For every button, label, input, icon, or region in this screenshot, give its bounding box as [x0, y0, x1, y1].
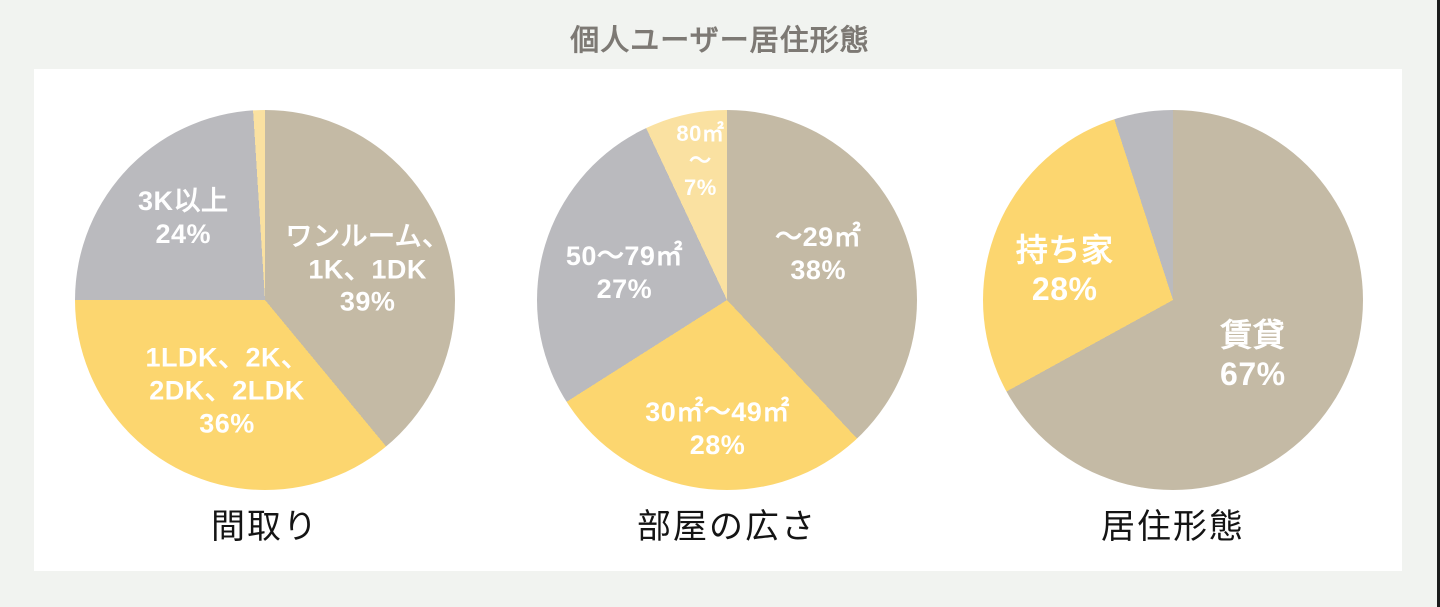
pie-slice-label: 持ち家 28%	[1015, 231, 1114, 307]
pie-slice-label: ～29㎡ 38%	[775, 222, 862, 286]
pie-slice-label: 1LDK、2K、 2DK、2LDK 36%	[145, 342, 309, 439]
page-title: 個人ユーザー居住形態	[570, 25, 870, 57]
pie-chart-room-size: ～29㎡ 38% 30㎡～49㎡ 28% 50～79㎡ 27% 80㎡～ 7%	[537, 110, 917, 490]
pie-slice-label: 80㎡～ 7%	[676, 121, 725, 200]
pie-slice-label: 30㎡～49㎡ 28%	[645, 397, 790, 461]
pie-slice-label: ワンルーム、 1K、1DK 39%	[285, 221, 450, 318]
survey-card: ワンルーム、 1K、1DK 39% 1LDK、2K、 2DK、2LDK 36% 3K以上 24…	[34, 69, 1402, 571]
chart-caption-room-size: 部屋の広さ	[637, 508, 817, 546]
pie-slice-label: 50～79㎡ 27%	[565, 241, 683, 305]
pie-slice-label: 3K以上 24%	[138, 186, 229, 250]
pie-chart-housing-type: 賃貸 67% 持ち家 28%	[983, 110, 1363, 490]
chart-caption-housing-type: 居住形態	[1101, 508, 1245, 546]
pie-chart-floor-plan: ワンルーム、 1K、1DK 39% 1LDK、2K、 2DK、2LDK 36% 3K以上 24…	[75, 110, 455, 490]
screen-right-edge	[1437, 0, 1440, 607]
chart-caption-floor-plan: 間取り	[211, 508, 319, 546]
pie-slice-label: 賃貸 67%	[1220, 317, 1286, 393]
